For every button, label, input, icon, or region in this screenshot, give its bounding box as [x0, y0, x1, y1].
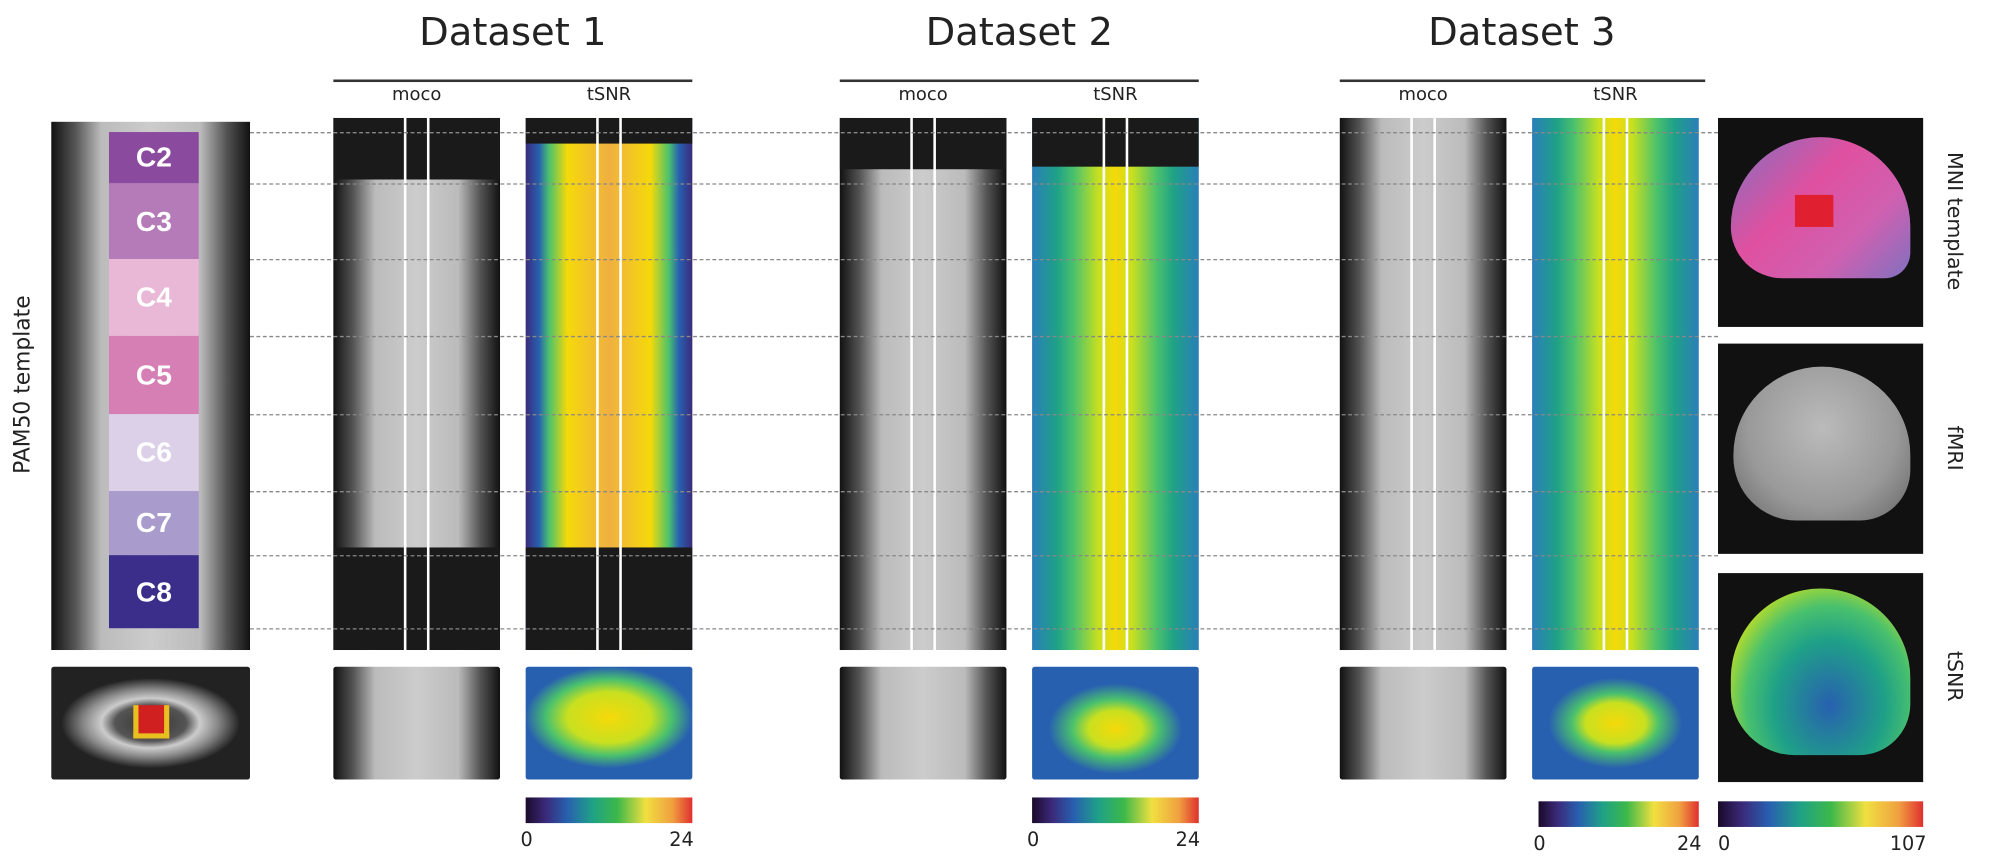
ds1-colorbar-max: 24 [669, 828, 694, 852]
ds3-moco-axial [1339, 666, 1507, 780]
brain-colorbar-max: 107 [1889, 832, 1927, 856]
brain-colorbar [1718, 801, 1924, 827]
ds2-tsnr-axial [1032, 666, 1199, 780]
ds1-colorbar [525, 797, 693, 824]
ds2-colorbar-max: 24 [1175, 828, 1201, 852]
brain-tsnr-label: tSNR [1943, 650, 1968, 702]
mni-template-image [1718, 117, 1924, 327]
dataset-1-title: Dataset 1 [419, 10, 607, 56]
vertebral-level-guide [250, 491, 1719, 493]
vertebral-level-guide [250, 258, 1719, 261]
ds1-moco-label: moco [392, 84, 442, 106]
dataset-3-bracket [1339, 79, 1706, 83]
ds3-colorbar-max: 24 [1676, 832, 1702, 856]
vertebra-c5: C5 [108, 335, 199, 415]
pam50-axial-image [51, 666, 251, 780]
ds2-colorbar [1032, 797, 1199, 824]
brain-colorbar-min: 0 [1718, 832, 1731, 856]
ds3-tsnr-axial [1532, 666, 1699, 780]
ds2-tsnr-image [1032, 117, 1199, 651]
dataset-2-bracket [839, 79, 1199, 83]
ds1-moco-axial [333, 666, 501, 780]
mni-template-label: MNI template [1943, 152, 1968, 291]
ds3-moco-image [1339, 117, 1507, 651]
ds1-moco-image [333, 117, 501, 651]
vertebral-level-guide [250, 414, 1719, 416]
dataset-1-bracket [333, 79, 693, 83]
ds1-tsnr-image [525, 117, 693, 651]
ds1-tsnr-axial [525, 666, 693, 780]
vertebral-level-guide [250, 628, 1719, 630]
vertebra-c4: C4 [108, 258, 199, 336]
ds1-tsnr-label: tSNR [586, 84, 632, 106]
ds2-moco-label: moco [898, 84, 948, 106]
vertebra-c6: C6 [108, 414, 199, 492]
vertebra-c2: C2 [108, 132, 199, 184]
fmri-label: fMRI [1943, 425, 1968, 471]
ds1-colorbar-min: 0 [520, 828, 533, 852]
dataset-2-title: Dataset 2 [925, 10, 1113, 56]
ds3-moco-label: moco [1398, 84, 1448, 106]
ds2-colorbar-min: 0 [1026, 828, 1040, 852]
ds3-colorbar [1538, 801, 1699, 827]
ds3-tsnr-label: tSNR [1593, 84, 1638, 106]
fmri-image [1718, 343, 1924, 554]
ds2-moco-image [839, 117, 1007, 651]
gray-matter-overlay [133, 705, 170, 739]
vertebra-c8: C8 [108, 555, 199, 629]
vertebra-c7: C7 [108, 491, 199, 556]
vertebral-level-guide [250, 183, 1719, 185]
vertebral-level-guide [250, 132, 1719, 134]
ds3-colorbar-min: 0 [1533, 832, 1546, 856]
ds2-moco-axial [839, 666, 1007, 780]
ds3-tsnr-image [1532, 117, 1699, 651]
vertebral-level-guide [250, 335, 1719, 338]
brain-tsnr-image [1718, 573, 1924, 783]
vertebra-c3: C3 [108, 183, 199, 259]
vertebral-level-guide [250, 555, 1719, 557]
pam50-template-label: PAM50 template [10, 295, 36, 474]
ds2-tsnr-label: tSNR [1093, 84, 1138, 106]
dataset-3-title: Dataset 3 [1428, 10, 1616, 56]
